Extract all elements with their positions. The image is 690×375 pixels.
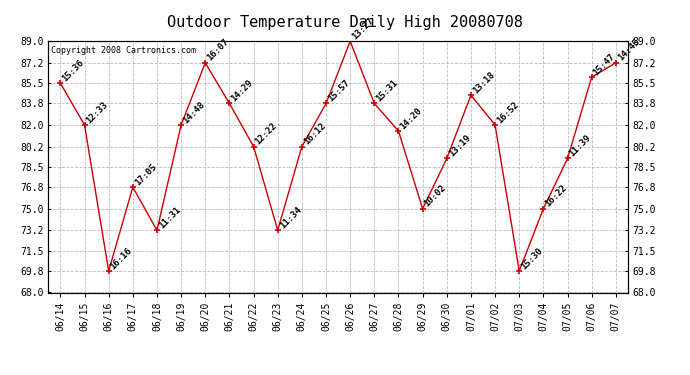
- Text: 16:22: 16:22: [544, 183, 569, 209]
- Text: 11:34: 11:34: [278, 205, 303, 230]
- Text: 14:45: 14:45: [616, 38, 641, 63]
- Text: 15:30: 15:30: [520, 246, 544, 271]
- Text: 15:57: 15:57: [326, 78, 351, 104]
- Text: 16:12: 16:12: [302, 121, 327, 147]
- Text: 15:36: 15:36: [61, 58, 86, 83]
- Text: 10:02: 10:02: [423, 183, 448, 209]
- Text: 13:27: 13:27: [351, 16, 375, 41]
- Text: 11:31: 11:31: [157, 205, 182, 230]
- Text: 15:47: 15:47: [592, 52, 617, 77]
- Text: 14:20: 14:20: [399, 106, 424, 131]
- Text: 17:05: 17:05: [133, 162, 158, 187]
- Text: 14:29: 14:29: [230, 78, 255, 104]
- Text: 13:18: 13:18: [471, 70, 496, 95]
- Text: Outdoor Temperature Daily High 20080708: Outdoor Temperature Daily High 20080708: [167, 15, 523, 30]
- Text: 11:39: 11:39: [568, 133, 593, 159]
- Text: 16:16: 16:16: [109, 246, 134, 271]
- Text: Copyright 2008 Cartronics.com: Copyright 2008 Cartronics.com: [51, 46, 196, 55]
- Text: 15:31: 15:31: [375, 78, 400, 104]
- Text: 16:52: 16:52: [495, 100, 520, 125]
- Text: 12:33: 12:33: [85, 100, 110, 125]
- Text: 16:07: 16:07: [206, 38, 230, 63]
- Text: 14:48: 14:48: [181, 100, 206, 125]
- Text: 13:19: 13:19: [447, 133, 472, 159]
- Text: 12:22: 12:22: [254, 121, 279, 147]
